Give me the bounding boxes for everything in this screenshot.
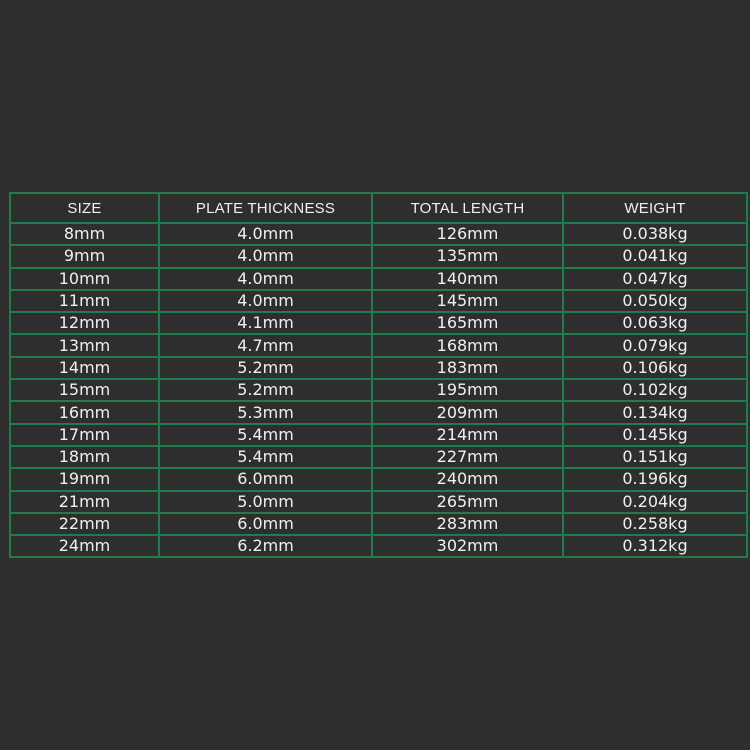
cell-total-length: 165mm: [371, 311, 564, 336]
cell-size: 8mm: [9, 221, 160, 247]
cell-total-length: 168mm: [371, 333, 564, 358]
cell-size: 15mm: [9, 378, 160, 403]
header-row: SIZE PLATE THICKNESS TOTAL LENGTH WEIGHT: [9, 192, 748, 224]
cell-size: 24mm: [9, 534, 160, 559]
table-row: 19mm 6.0mm 240mm 0.196kg: [9, 467, 748, 492]
cell-weight: 0.102kg: [562, 378, 748, 403]
table-row: 22mm 6.0mm 283mm 0.258kg: [9, 511, 748, 537]
table-row: 16mm 5.3mm 209mm 0.134kg: [9, 400, 748, 425]
cell-size: 9mm: [9, 244, 160, 269]
cell-plate-thickness: 5.2mm: [158, 378, 373, 403]
cell-plate-thickness: 6.0mm: [158, 511, 373, 537]
cell-plate-thickness: 5.4mm: [158, 444, 373, 470]
header-plate-thickness: PLATE THICKNESS: [158, 192, 373, 224]
table-row: 24mm 6.2mm 302mm 0.312kg: [9, 534, 748, 559]
cell-plate-thickness: 5.4mm: [158, 422, 373, 447]
cell-plate-thickness: 4.0mm: [158, 288, 373, 314]
cell-weight: 0.312kg: [562, 534, 748, 559]
cell-weight: 0.041kg: [562, 244, 748, 269]
cell-size: 18mm: [9, 444, 160, 470]
table-row: 10mm 4.0mm 140mm 0.047kg: [9, 266, 748, 291]
header-size: SIZE: [9, 192, 160, 224]
cell-total-length: 214mm: [371, 422, 564, 447]
cell-total-length: 283mm: [371, 511, 564, 537]
cell-size: 19mm: [9, 467, 160, 492]
cell-plate-thickness: 5.3mm: [158, 400, 373, 425]
cell-weight: 0.151kg: [562, 444, 748, 470]
cell-weight: 0.079kg: [562, 333, 748, 358]
cell-plate-thickness: 4.0mm: [158, 266, 373, 291]
cell-plate-thickness: 4.0mm: [158, 221, 373, 247]
table-row: 21mm 5.0mm 265mm 0.204kg: [9, 489, 748, 514]
cell-total-length: 209mm: [371, 400, 564, 425]
cell-weight: 0.106kg: [562, 355, 748, 381]
cell-size: 11mm: [9, 288, 160, 314]
cell-plate-thickness: 6.0mm: [158, 467, 373, 492]
cell-plate-thickness: 5.2mm: [158, 355, 373, 381]
cell-size: 22mm: [9, 511, 160, 537]
cell-weight: 0.038kg: [562, 221, 748, 247]
cell-total-length: 240mm: [371, 467, 564, 492]
table-row: 8mm 4.0mm 126mm 0.038kg: [9, 221, 748, 247]
cell-plate-thickness: 4.0mm: [158, 244, 373, 269]
cell-weight: 0.258kg: [562, 511, 748, 537]
cell-total-length: 227mm: [371, 444, 564, 470]
cell-total-length: 302mm: [371, 534, 564, 559]
cell-weight: 0.134kg: [562, 400, 748, 425]
cell-weight: 0.050kg: [562, 288, 748, 314]
header-total-length: TOTAL LENGTH: [371, 192, 564, 224]
cell-size: 16mm: [9, 400, 160, 425]
cell-size: 14mm: [9, 355, 160, 381]
cell-total-length: 140mm: [371, 266, 564, 291]
cell-weight: 0.145kg: [562, 422, 748, 447]
cell-size: 13mm: [9, 333, 160, 358]
cell-plate-thickness: 6.2mm: [158, 534, 373, 559]
cell-size: 10mm: [9, 266, 160, 291]
cell-weight: 0.063kg: [562, 311, 748, 336]
table-row: 9mm 4.0mm 135mm 0.041kg: [9, 244, 748, 269]
cell-total-length: 145mm: [371, 288, 564, 314]
cell-plate-thickness: 5.0mm: [158, 489, 373, 514]
cell-total-length: 195mm: [371, 378, 564, 403]
cell-weight: 0.047kg: [562, 266, 748, 291]
table-row: 17mm 5.4mm 214mm 0.145kg: [9, 422, 748, 447]
cell-total-length: 183mm: [371, 355, 564, 381]
spec-table: SIZE PLATE THICKNESS TOTAL LENGTH WEIGHT…: [9, 192, 748, 559]
table-row: 12mm 4.1mm 165mm 0.063kg: [9, 311, 748, 336]
cell-plate-thickness: 4.7mm: [158, 333, 373, 358]
cell-total-length: 135mm: [371, 244, 564, 269]
cell-weight: 0.196kg: [562, 467, 748, 492]
cell-total-length: 126mm: [371, 221, 564, 247]
cell-weight: 0.204kg: [562, 489, 748, 514]
table-row: 18mm 5.4mm 227mm 0.151kg: [9, 444, 748, 470]
table-row: 15mm 5.2mm 195mm 0.102kg: [9, 378, 748, 403]
table-row: 11mm 4.0mm 145mm 0.050kg: [9, 288, 748, 314]
cell-size: 12mm: [9, 311, 160, 336]
table-row: 13mm 4.7mm 168mm 0.079kg: [9, 333, 748, 358]
cell-total-length: 265mm: [371, 489, 564, 514]
cell-size: 21mm: [9, 489, 160, 514]
cell-size: 17mm: [9, 422, 160, 447]
table-row: 14mm 5.2mm 183mm 0.106kg: [9, 355, 748, 381]
cell-plate-thickness: 4.1mm: [158, 311, 373, 336]
header-weight: WEIGHT: [562, 192, 748, 224]
